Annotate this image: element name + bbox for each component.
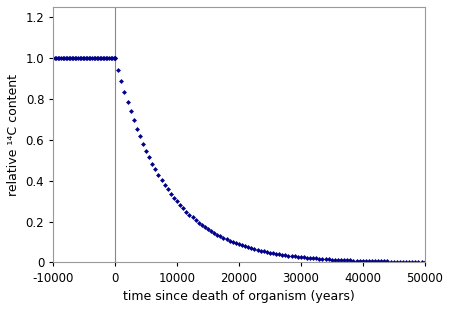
X-axis label: time since death of organism (years): time since death of organism (years) [123,290,355,303]
Y-axis label: relative ¹⁴C content: relative ¹⁴C content [7,74,20,196]
